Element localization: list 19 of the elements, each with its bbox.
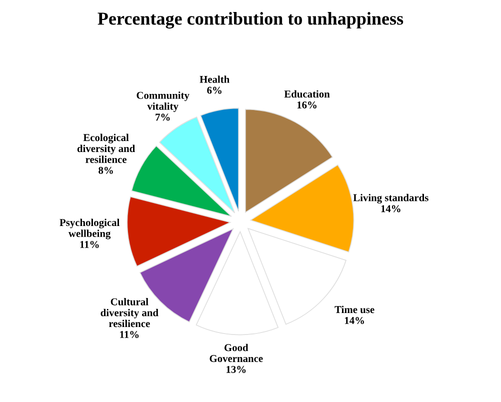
data-label: 7% [156,114,170,121]
chart-title: Percentage contribution to unhappiness [98,12,404,29]
slice-label: Good Governance [210,344,263,362]
data-label: 8% [98,166,113,174]
slice-label: Ecological diversity and resilience [77,134,136,163]
slice-label: Education [284,90,330,98]
data-label: 11% [120,330,139,338]
slice-label: Community vitality [136,92,190,112]
data-label: 14% [381,205,400,212]
data-label: 14% [344,316,364,324]
slice-label: Health [200,76,230,83]
data-label: 16% [297,101,316,108]
slice-label: Psychological wellbeing [60,218,120,240]
slice-label: Cultural diversity and resilience [100,298,158,328]
data-label: 11% [80,240,99,248]
slice-label: Time use [334,306,374,314]
data-label: 6% [207,86,222,94]
data-label: 13% [226,366,246,373]
slice-label: Living standards [353,194,428,204]
